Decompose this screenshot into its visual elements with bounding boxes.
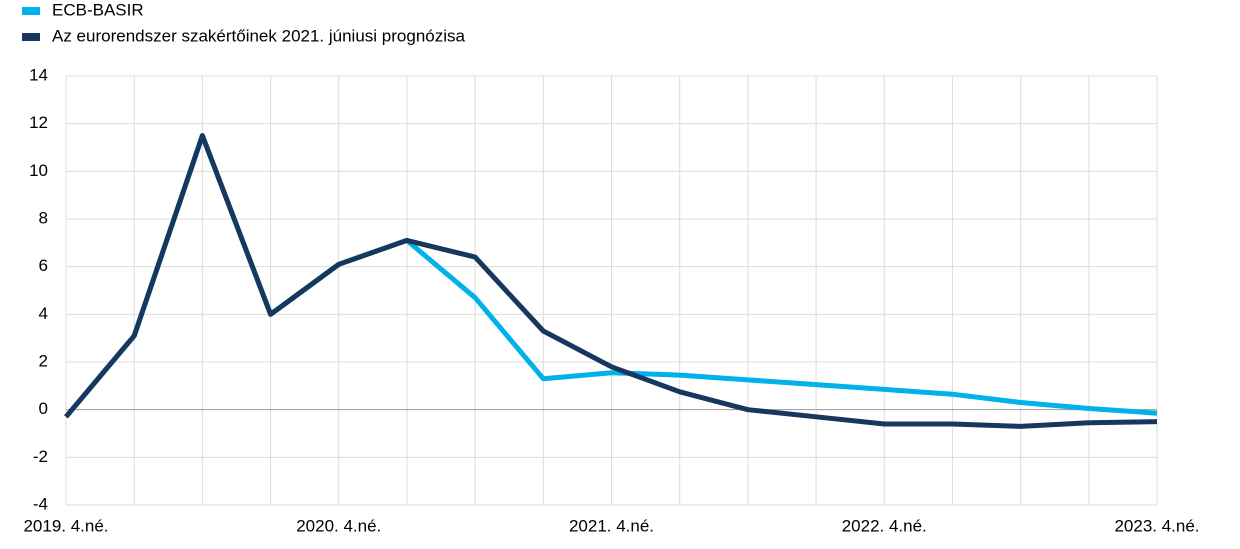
legend-label: Az eurorendszer szakértőinek 2021. júniu… (52, 26, 466, 45)
y-tick-label: -2 (33, 447, 48, 466)
x-tick-label: 2021. 4.né. (569, 516, 654, 535)
y-tick-label: 14 (29, 65, 48, 84)
y-tick-label: 10 (29, 161, 48, 180)
x-tick-label: 2023. 4.né. (1114, 516, 1199, 535)
y-tick-label: 12 (29, 113, 48, 132)
x-tick-label: 2020. 4.né. (296, 516, 381, 535)
legend-label: ECB-BASIR (52, 0, 144, 19)
legend-swatch (22, 33, 40, 41)
series-line (64, 133, 1158, 429)
y-tick-label: 6 (39, 256, 48, 275)
y-tick-label: 4 (39, 304, 48, 323)
y-tick-label: -4 (33, 494, 48, 513)
x-tick-label: 2022. 4.né. (842, 516, 927, 535)
y-tick-label: 2 (39, 351, 48, 370)
x-tick-label: 2019. 4.né. (23, 516, 108, 535)
y-tick-label: 0 (39, 399, 48, 418)
y-tick-label: 8 (39, 208, 48, 227)
legend-swatch (22, 7, 40, 15)
